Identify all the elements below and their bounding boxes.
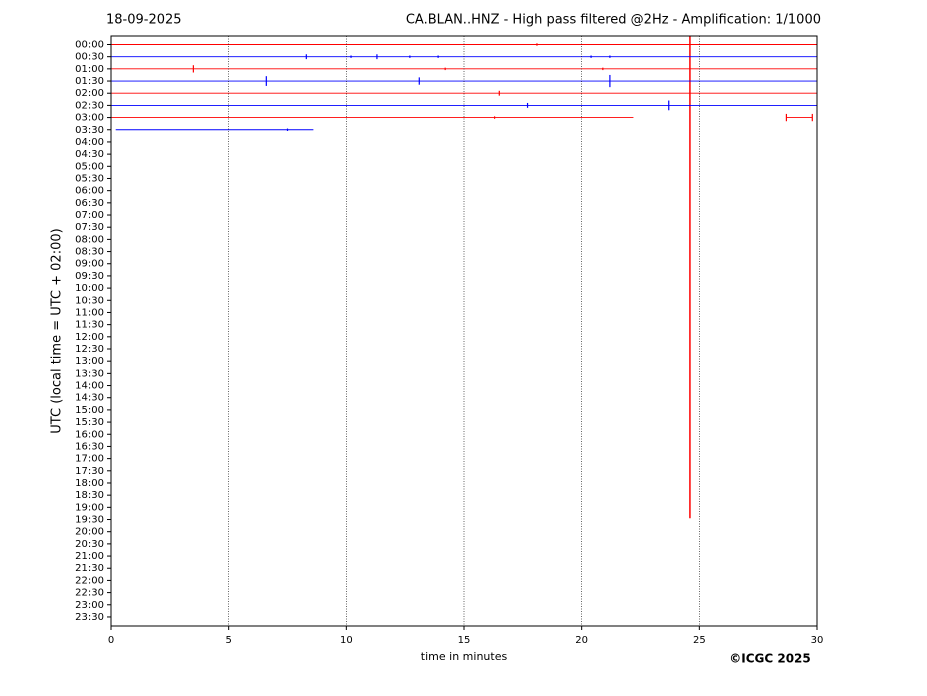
y-tick-label: 09:30 <box>75 271 104 282</box>
y-tick-label: 11:30 <box>75 320 104 331</box>
y-tick-label: 14:00 <box>75 381 104 392</box>
y-tick-label: 18:30 <box>75 490 104 501</box>
x-tick-label: 25 <box>693 635 706 646</box>
y-tick-label: 05:30 <box>75 173 104 184</box>
y-tick-label: 17:00 <box>75 454 104 465</box>
y-tick-label: 11:00 <box>75 307 104 318</box>
chart-date: 18-09-2025 <box>106 13 182 28</box>
x-tick-label: 0 <box>108 635 114 646</box>
y-tick-label: 01:00 <box>75 64 104 75</box>
y-tick-label: 01:30 <box>75 76 104 87</box>
y-tick-label: 00:30 <box>75 52 104 63</box>
y-tick-label: 14:30 <box>75 393 104 404</box>
y-tick-label: 04:30 <box>75 149 104 160</box>
y-tick-label: 06:30 <box>75 198 104 209</box>
y-tick-label: 19:00 <box>75 502 104 513</box>
y-tick-label: 22:30 <box>75 588 104 599</box>
x-tick-label: 30 <box>811 635 824 646</box>
chart-title: CA.BLAN..HNZ - High pass filtered @2Hz -… <box>406 13 821 28</box>
y-tick-label: 18:00 <box>75 478 104 489</box>
y-tick-label: 08:00 <box>75 234 104 245</box>
y-tick-label: 23:30 <box>75 612 104 623</box>
y-tick-label: 23:00 <box>75 600 104 611</box>
y-tick-label: 09:00 <box>75 259 104 270</box>
y-tick-label: 08:30 <box>75 247 104 258</box>
y-tick-label: 07:30 <box>75 222 104 233</box>
y-tick-label: 13:00 <box>75 356 104 367</box>
credit: ©ICGC 2025 <box>729 652 811 666</box>
y-tick-label: 21:30 <box>75 563 104 574</box>
y-tick-label: 05:00 <box>75 161 104 172</box>
x-tick-label: 5 <box>225 635 231 646</box>
y-tick-label: 03:30 <box>75 125 104 136</box>
x-axis-label: time in minutes <box>421 650 508 663</box>
y-tick-label: 12:00 <box>75 332 104 343</box>
x-tick-label: 20 <box>575 635 588 646</box>
y-tick-label: 19:30 <box>75 515 104 526</box>
y-tick-label: 10:30 <box>75 295 104 306</box>
y-tick-label: 10:00 <box>75 283 104 294</box>
y-tick-label: 20:30 <box>75 539 104 550</box>
y-tick-label: 17:30 <box>75 466 104 477</box>
x-tick-label: 10 <box>340 635 353 646</box>
y-tick-label: 20:00 <box>75 527 104 538</box>
y-tick-label: 03:00 <box>75 113 104 124</box>
y-tick-label: 02:30 <box>75 100 104 111</box>
y-tick-label: 12:30 <box>75 344 104 355</box>
x-tick-label: 15 <box>458 635 471 646</box>
y-axis-label: UTC (local time = UTC + 02:00) <box>50 228 65 433</box>
y-tick-label: 04:00 <box>75 137 104 148</box>
y-tick-label: 16:00 <box>75 429 104 440</box>
y-tick-label: 15:00 <box>75 405 104 416</box>
y-tick-label: 07:00 <box>75 210 104 221</box>
y-tick-label: 13:30 <box>75 368 104 379</box>
y-tick-label: 16:30 <box>75 441 104 452</box>
y-tick-label: 21:00 <box>75 551 104 562</box>
y-tick-label: 06:00 <box>75 186 104 197</box>
y-tick-label: 15:30 <box>75 417 104 428</box>
y-tick-label: 22:00 <box>75 575 104 586</box>
y-tick-label: 02:00 <box>75 88 104 99</box>
y-tick-label: 00:00 <box>75 40 104 51</box>
